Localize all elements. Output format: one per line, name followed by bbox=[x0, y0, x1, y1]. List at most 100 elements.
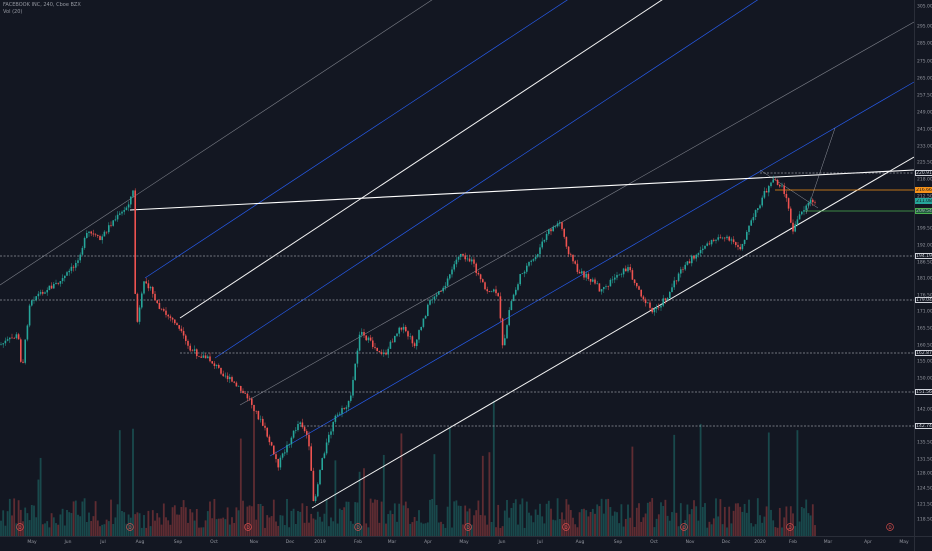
symbol-legend[interactable]: FACEBOOK INC, 240, Cboe BZX bbox=[3, 2, 81, 8]
candle-body bbox=[86, 232, 88, 238]
price-level-tag[interactable]: 211.08 bbox=[915, 198, 932, 204]
price-level-tag[interactable]: 194.19 bbox=[915, 253, 932, 259]
time-tick-label: Jul bbox=[100, 540, 106, 545]
volume-bar bbox=[297, 511, 299, 536]
volume-bar bbox=[330, 517, 332, 536]
price-level-tag[interactable]: 209.54 bbox=[915, 208, 932, 214]
volume-bar bbox=[618, 523, 621, 536]
price-level-tag[interactable]: 151.56 bbox=[915, 389, 932, 395]
volume-bar bbox=[41, 524, 44, 536]
candle-body bbox=[803, 210, 805, 212]
candle-body bbox=[70, 266, 73, 271]
candle-body bbox=[306, 431, 308, 435]
candle-body bbox=[273, 445, 275, 455]
volume-bar bbox=[402, 505, 405, 536]
channel-line[interactable] bbox=[179, 0, 680, 319]
candle-body bbox=[636, 282, 638, 287]
volume-bar bbox=[338, 508, 341, 536]
channel-line[interactable] bbox=[144, 0, 590, 279]
volume-bar bbox=[591, 508, 594, 536]
price-level-tag[interactable]: 179.04 bbox=[915, 297, 932, 303]
event-marker[interactable]: D bbox=[126, 523, 134, 531]
event-marker[interactable]: D bbox=[244, 523, 252, 531]
candle-body bbox=[81, 247, 84, 255]
price-level-tag[interactable]: 220.91 bbox=[915, 170, 932, 176]
event-marker[interactable]: D bbox=[354, 523, 362, 531]
event-marker[interactable]: D bbox=[680, 523, 688, 531]
volume-bar bbox=[411, 522, 414, 536]
candle-body bbox=[94, 234, 97, 236]
candle-body bbox=[0, 344, 2, 345]
candle-body bbox=[699, 250, 702, 254]
channel-line[interactable] bbox=[214, 0, 815, 359]
volume-bar bbox=[103, 524, 106, 536]
channel-line[interactable] bbox=[269, 81, 914, 457]
candle-body bbox=[363, 332, 365, 336]
volume-bar bbox=[413, 517, 416, 536]
candle-body bbox=[37, 293, 40, 297]
volume-bar bbox=[730, 523, 733, 536]
candle-body bbox=[325, 442, 328, 454]
candle-body bbox=[237, 386, 240, 387]
price-tick-label: 142.00 bbox=[917, 407, 932, 413]
chart-area[interactable]: D D D D D D D D D FACEBOOK INC, 240, Cboe BZX Vo… bbox=[0, 0, 914, 536]
price-axis[interactable]: 305.00 295.00 285.00 275.00 265.00 257.50 249.… bbox=[914, 0, 932, 536]
channel-line[interactable] bbox=[311, 156, 914, 509]
event-marker[interactable]: D bbox=[886, 523, 894, 531]
candle-body bbox=[191, 350, 194, 352]
horizontal-level-lines[interactable] bbox=[0, 172, 914, 427]
price-level-tag[interactable]: 142.74 bbox=[915, 423, 932, 429]
candle-body bbox=[688, 261, 691, 264]
channel-line[interactable] bbox=[129, 169, 914, 211]
volume-bar bbox=[657, 514, 660, 536]
volume-bar bbox=[217, 518, 220, 536]
candle-body bbox=[779, 184, 781, 187]
volume-bar bbox=[686, 504, 689, 536]
candle-body bbox=[385, 352, 387, 355]
volume-bar bbox=[477, 500, 480, 536]
volume-bar bbox=[811, 504, 814, 536]
volume-bar bbox=[55, 523, 57, 536]
candle-body bbox=[526, 265, 528, 272]
candle-body bbox=[715, 239, 717, 241]
event-marker[interactable]: D bbox=[562, 523, 570, 531]
candle-body bbox=[266, 427, 268, 437]
price-tick-label: 257.50 bbox=[917, 93, 932, 99]
candle-body bbox=[638, 286, 640, 290]
candle-body bbox=[735, 242, 737, 246]
volume-bar bbox=[611, 515, 614, 536]
candle-body bbox=[253, 404, 255, 411]
candle-body bbox=[207, 356, 209, 359]
event-marker[interactable]: D bbox=[16, 523, 24, 531]
time-axis[interactable]: May Jun Jul Aug Sep Oct Nov Dec 2019 Feb Mar Apr May… bbox=[0, 536, 914, 551]
price-level-tag[interactable]: 162.87 bbox=[915, 350, 932, 356]
candle-body bbox=[383, 352, 385, 354]
volume-bar bbox=[11, 515, 13, 536]
volume-bar bbox=[501, 526, 504, 536]
candle-body bbox=[405, 326, 407, 332]
candle-body bbox=[275, 454, 277, 460]
volume-bar bbox=[651, 498, 654, 536]
volume-bar bbox=[774, 527, 777, 536]
price-level-tag[interactable]: 216.66 bbox=[915, 187, 932, 193]
channel-line[interactable] bbox=[0, 0, 500, 286]
event-marker[interactable]: D bbox=[464, 523, 472, 531]
volume-bar bbox=[699, 423, 702, 536]
volume-bar bbox=[17, 500, 20, 536]
volume-legend[interactable]: Vol (20) bbox=[3, 9, 23, 15]
channel-line[interactable] bbox=[239, 21, 914, 406]
event-marker[interactable]: D bbox=[786, 523, 794, 531]
volume-bar bbox=[385, 523, 387, 536]
candle-body bbox=[752, 216, 755, 221]
volume-bar bbox=[13, 498, 16, 536]
volume-bar bbox=[464, 505, 467, 536]
pitchfork-channel-lines[interactable] bbox=[0, 0, 914, 509]
volume-bar bbox=[734, 503, 737, 536]
candle-body bbox=[11, 337, 13, 339]
volume-bar bbox=[778, 507, 781, 536]
volume-bar bbox=[123, 512, 126, 536]
volume-bar bbox=[715, 498, 717, 536]
candle-body bbox=[466, 258, 469, 260]
